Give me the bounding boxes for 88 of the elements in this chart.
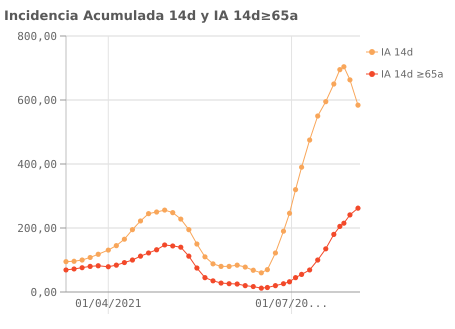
point [106, 247, 111, 253]
point [280, 281, 286, 286]
point [331, 81, 336, 87]
point [280, 228, 286, 234]
point [63, 259, 69, 264]
point [234, 281, 240, 287]
point [355, 102, 361, 108]
point [218, 264, 224, 269]
point [341, 220, 346, 226]
point [71, 258, 77, 264]
point [154, 209, 160, 215]
point [114, 243, 119, 248]
point [71, 266, 77, 272]
point [286, 210, 292, 216]
legend-label: IA 14d [381, 48, 414, 58]
legend-label: IA 14d ≥65a [381, 70, 444, 80]
point [202, 254, 208, 260]
point [299, 272, 304, 277]
point [347, 77, 353, 82]
y-tick-label: 200,00 [17, 222, 57, 235]
point [264, 284, 270, 290]
point [341, 64, 346, 70]
point [250, 268, 256, 273]
point [323, 246, 328, 252]
point [96, 263, 101, 268]
point [138, 218, 144, 224]
point [178, 216, 184, 222]
point [146, 250, 152, 256]
point [347, 212, 353, 218]
point [226, 281, 232, 286]
point [122, 260, 127, 266]
point [88, 254, 93, 260]
point [138, 254, 144, 259]
point [210, 278, 216, 284]
point [194, 241, 200, 247]
point [218, 280, 224, 286]
point [292, 187, 298, 192]
point [63, 267, 69, 273]
point [162, 207, 168, 213]
point [210, 261, 216, 266]
point [258, 270, 264, 276]
point [307, 137, 312, 143]
point [315, 257, 320, 263]
point [258, 286, 264, 291]
point [337, 67, 342, 72]
point [130, 227, 136, 232]
point [154, 247, 160, 252]
point [355, 206, 361, 211]
x-tick-label: 01/04/2021 [75, 297, 142, 310]
point [170, 210, 176, 216]
point [96, 252, 101, 257]
point [130, 257, 136, 263]
point [80, 265, 85, 270]
point [122, 236, 127, 242]
point [337, 224, 342, 229]
point [323, 99, 328, 104]
point [299, 164, 304, 170]
point [186, 227, 192, 232]
x-tick-label: 01/07/20... [255, 297, 328, 310]
point [114, 262, 119, 268]
y-tick-label: 800,00 [17, 30, 57, 43]
point [226, 264, 232, 269]
point [194, 265, 200, 271]
point [146, 211, 152, 216]
point [250, 284, 256, 290]
y-tick-label: 600,00 [17, 94, 57, 107]
point [170, 243, 176, 249]
point [242, 283, 248, 288]
point [106, 264, 111, 270]
point [331, 232, 336, 237]
point [242, 264, 248, 270]
point [264, 267, 270, 272]
point [234, 262, 240, 268]
point [292, 275, 298, 280]
point [315, 113, 320, 119]
point [307, 267, 312, 273]
point [272, 250, 278, 256]
point [178, 244, 184, 250]
point [202, 275, 208, 280]
y-tick-label: 0,00 [30, 286, 57, 299]
y-tick-label: 400,00 [17, 158, 57, 171]
point [88, 264, 93, 269]
point [80, 257, 85, 263]
point [162, 242, 168, 248]
point [286, 279, 292, 284]
chart-title: Incidencia Acumulada 14d y IA 14d≥65a [4, 9, 298, 24]
point [272, 283, 278, 288]
point [186, 254, 192, 259]
